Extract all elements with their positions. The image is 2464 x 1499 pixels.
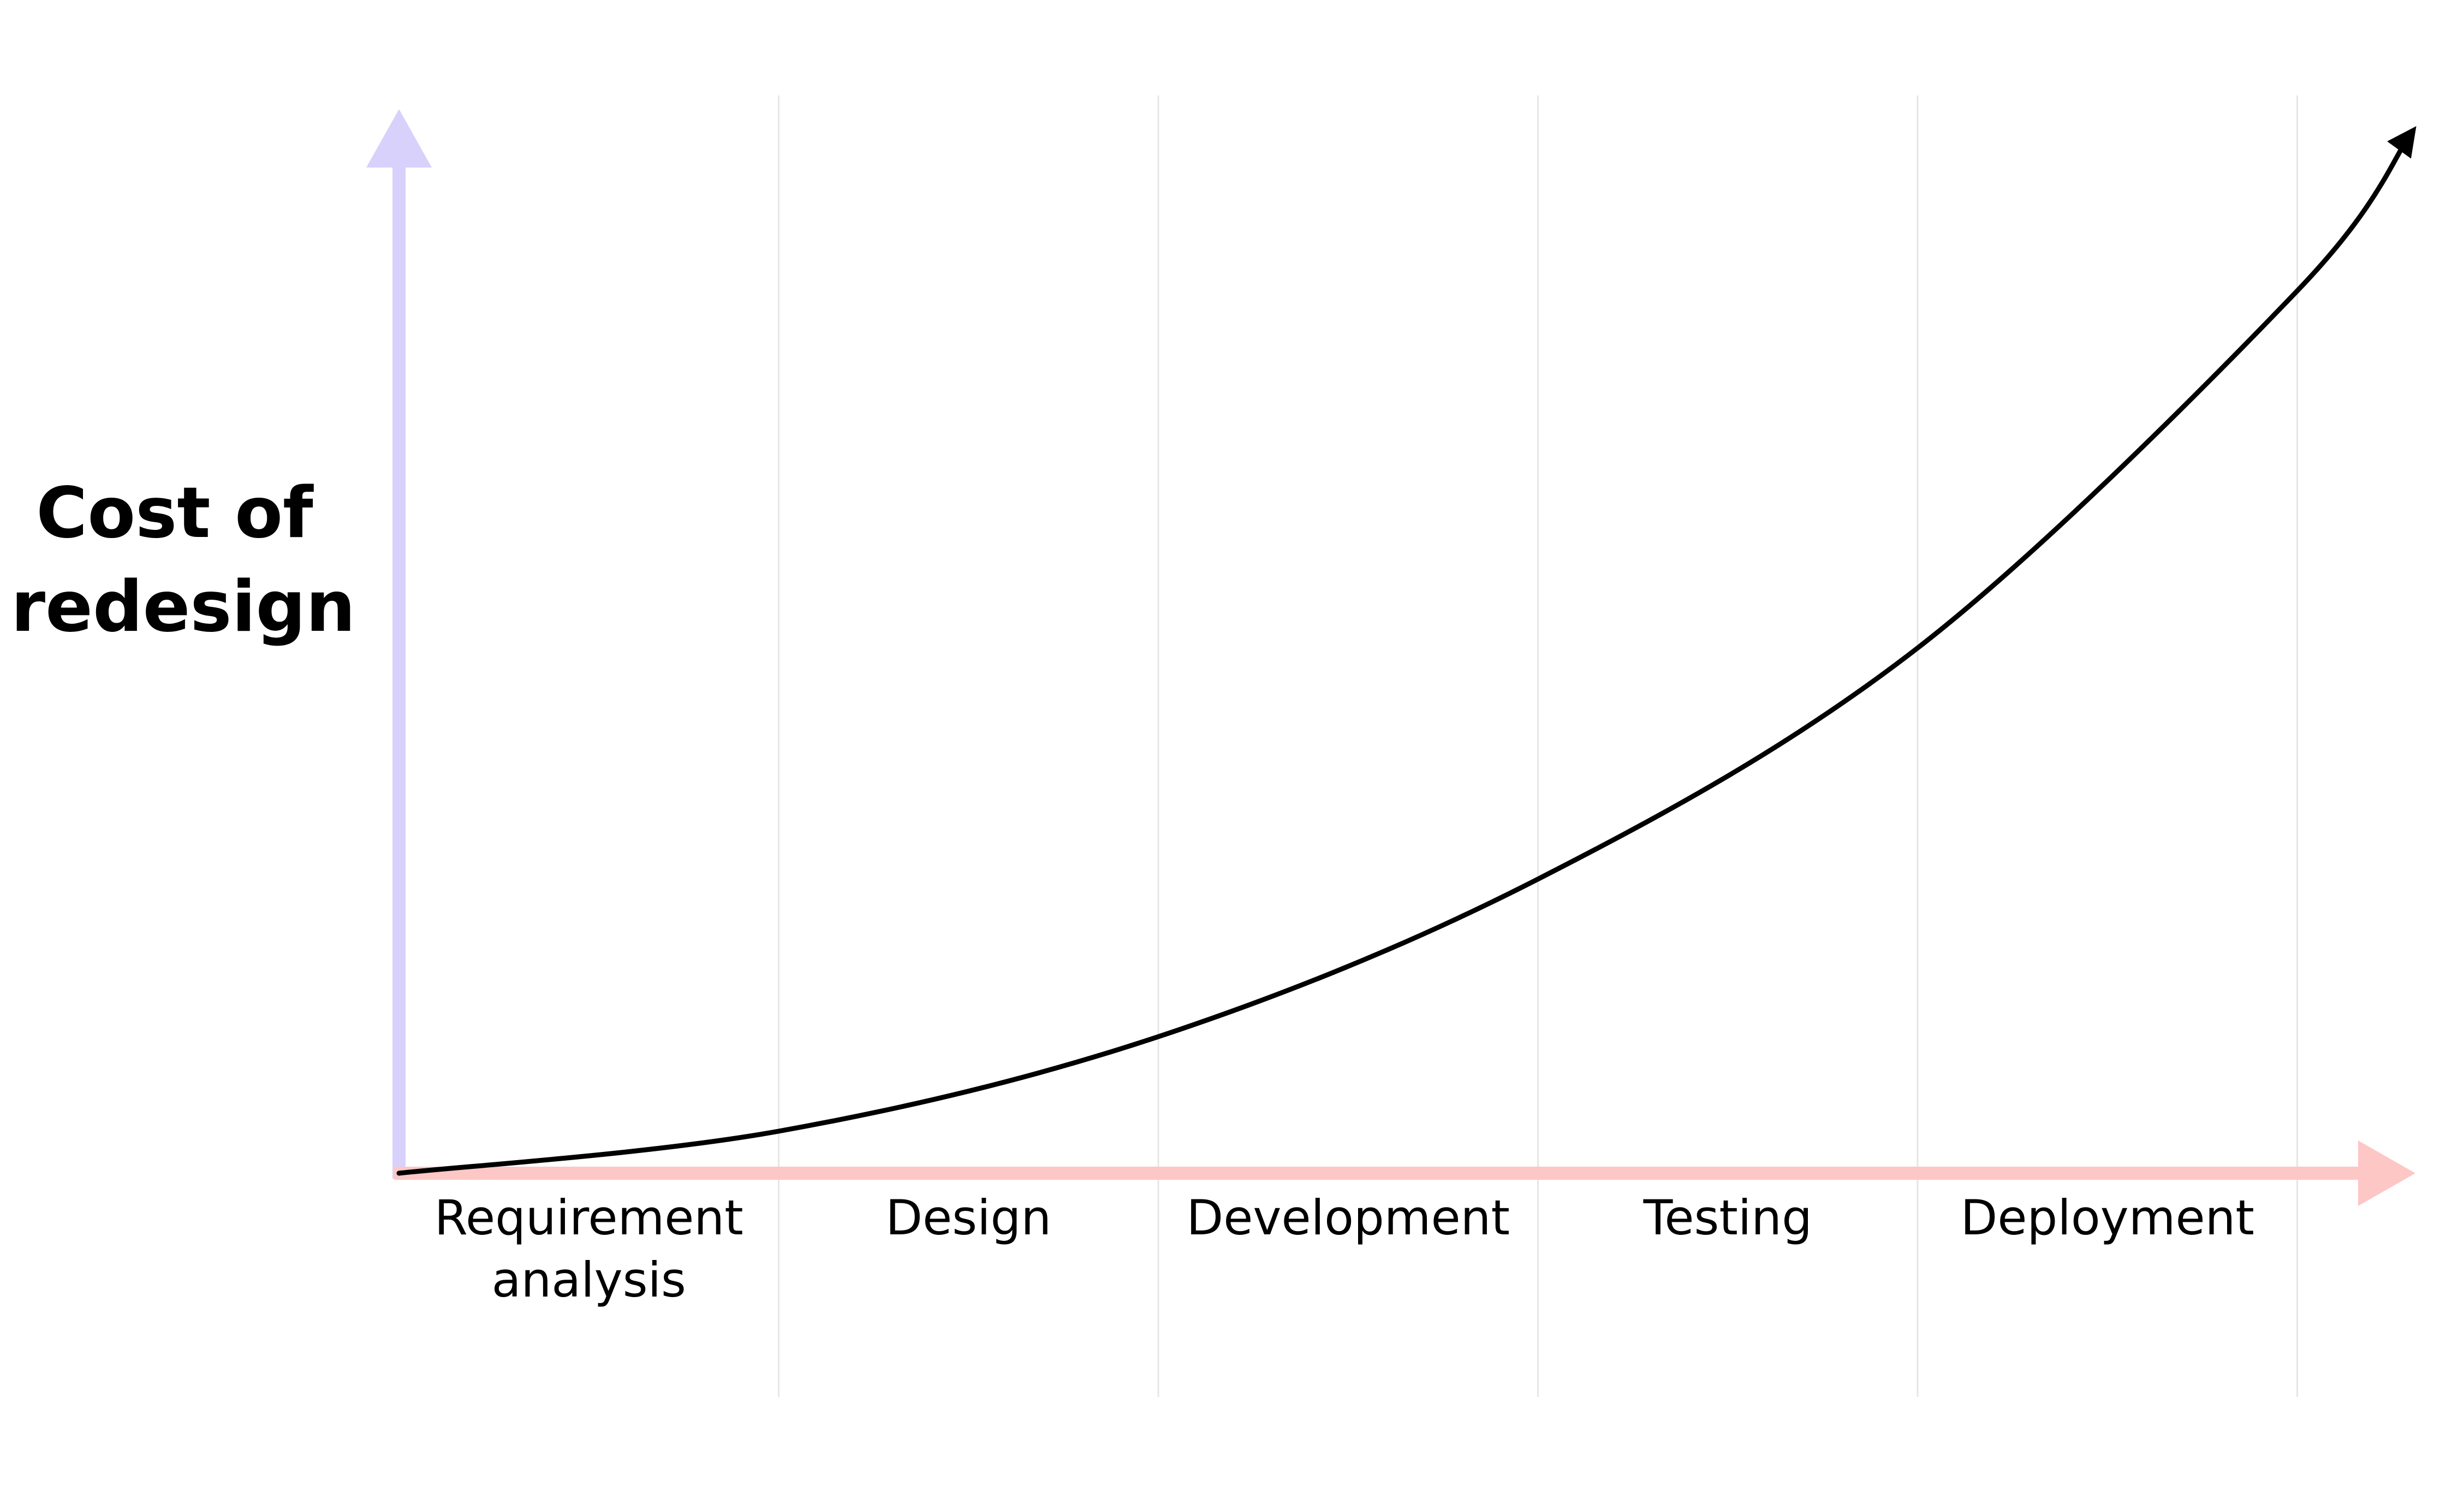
y-axis-arrowhead xyxy=(366,109,432,168)
grid-lines xyxy=(778,95,2298,1397)
x-tick-label: Deployment xyxy=(1960,1190,2254,1246)
x-tick-label: Requirement analysis xyxy=(434,1190,743,1308)
x-axis-arrowhead xyxy=(2358,1140,2415,1206)
y-axis-label: Cost of redesign xyxy=(11,473,356,648)
x-tick-label: Testing xyxy=(1643,1190,1812,1246)
x-tick-label: Design xyxy=(885,1190,1052,1246)
x-tick-label: Development xyxy=(1186,1190,1510,1246)
series xyxy=(396,126,2417,1176)
axes xyxy=(366,109,2415,1206)
cost-curve xyxy=(396,126,2417,1176)
